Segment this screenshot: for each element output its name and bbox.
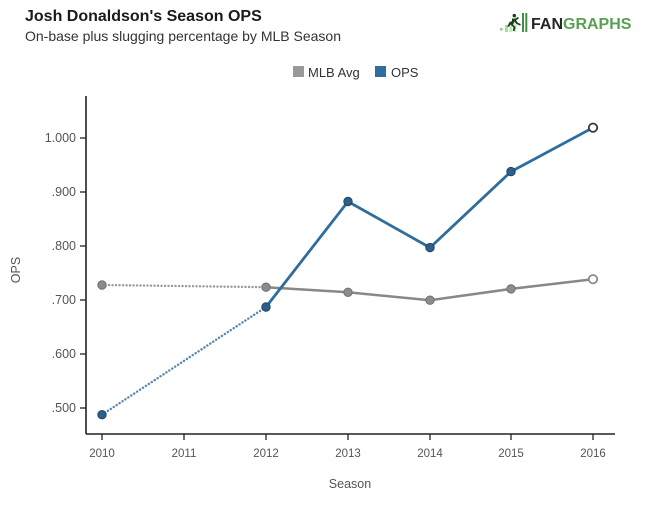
- svg-text:2011: 2011: [172, 448, 197, 460]
- svg-text:2013: 2013: [335, 448, 361, 460]
- svg-text:Season: Season: [329, 477, 371, 491]
- svg-text:2012: 2012: [253, 448, 279, 460]
- svg-text:.500: .500: [52, 401, 76, 415]
- svg-text:2016: 2016: [580, 448, 606, 460]
- svg-text:.700: .700: [52, 293, 76, 307]
- svg-text:.900: .900: [52, 185, 76, 199]
- svg-text:OPS: OPS: [9, 257, 23, 283]
- svg-text:2010: 2010: [89, 448, 115, 460]
- svg-text:1.000: 1.000: [45, 131, 76, 145]
- svg-text:.600: .600: [52, 347, 76, 361]
- svg-text:2014: 2014: [417, 448, 443, 460]
- svg-text:2015: 2015: [498, 448, 524, 460]
- svg-text:.800: .800: [52, 239, 76, 253]
